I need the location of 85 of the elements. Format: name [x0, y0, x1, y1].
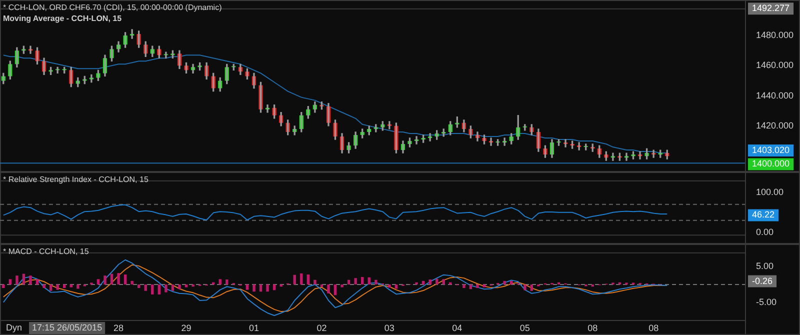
bar	[293, 274, 296, 284]
bar	[259, 284, 262, 292]
bar	[334, 284, 337, 296]
bar	[314, 280, 316, 284]
x-tick-label: 08	[588, 322, 598, 333]
y-tick-label: 1420.000	[756, 120, 794, 130]
bar	[158, 284, 161, 294]
bar	[530, 284, 534, 291]
x-tick-label: 08	[648, 322, 659, 333]
x-tick-label: 04	[452, 322, 462, 333]
bar	[306, 274, 310, 284]
chart-title: * CCH-LON, ORD CHF6.70 (CDI), 15, 00:00-00:00 (Dynamic)	[3, 2, 222, 13]
bar	[8, 279, 12, 284]
bar	[164, 284, 168, 292]
bar	[117, 273, 120, 284]
bar	[252, 284, 256, 292]
bar	[246, 284, 249, 290]
bar	[280, 284, 282, 287]
y-tick-label: 0.00	[756, 226, 774, 237]
bar	[22, 274, 26, 284]
bar	[428, 279, 432, 284]
bar	[226, 279, 228, 284]
text: 1492.277	[752, 3, 790, 14]
bar	[178, 284, 181, 290]
bar	[510, 280, 513, 284]
bar	[96, 279, 100, 284]
bar	[320, 284, 324, 287]
chart-title: * MACD - CCH-LON, 15	[3, 246, 89, 257]
text: 17:15 26/05/2015	[32, 322, 102, 332]
bar	[36, 279, 39, 284]
bar	[171, 284, 174, 291]
y-tick-label: 1480.000	[756, 30, 794, 40]
bar	[354, 278, 357, 284]
bar	[151, 284, 154, 294]
bar	[422, 280, 425, 284]
y-tick-label: 1460.000	[756, 60, 794, 70]
bar	[218, 279, 222, 284]
bar	[462, 284, 466, 288]
x-tick-label: 03	[384, 322, 394, 333]
bar	[266, 284, 269, 292]
y-tick-label: 1440.000	[756, 90, 794, 100]
bar	[62, 284, 66, 288]
bar	[469, 284, 472, 290]
bar	[503, 280, 506, 284]
bar	[184, 284, 188, 288]
bar	[347, 280, 350, 284]
bar	[482, 284, 486, 288]
text: 46.22	[752, 210, 775, 220]
bar	[16, 276, 18, 284]
bar	[29, 276, 32, 284]
bar	[137, 284, 140, 288]
bar	[300, 273, 303, 284]
bar	[2, 284, 5, 288]
text: Moving Average - CCH-LON, 15	[3, 13, 123, 24]
bar	[192, 284, 194, 287]
text: 1400.000	[752, 158, 790, 169]
x-tick-label: 01	[248, 322, 259, 333]
y-tick-label: 100.00	[756, 186, 784, 197]
bar	[124, 274, 127, 284]
bar	[56, 284, 59, 290]
chart-title: * Relative Strength Index - CCH-LON, 15	[3, 174, 148, 185]
x-tick-label: 28	[114, 322, 124, 333]
bar	[476, 284, 479, 288]
bar	[144, 284, 147, 291]
bar	[374, 280, 378, 284]
y-tick-label: -5.00	[756, 296, 777, 307]
bar	[340, 284, 344, 288]
x-tick-label: 29	[181, 322, 192, 333]
bar	[49, 284, 52, 291]
bar	[42, 284, 46, 288]
x-tick-label: 05	[520, 322, 530, 333]
text: -0.26	[752, 276, 773, 286]
bar	[360, 276, 364, 284]
bar	[388, 284, 391, 288]
bar	[130, 280, 134, 284]
x-tick-label: 02	[316, 322, 327, 333]
bar	[442, 279, 445, 284]
text: Dyn	[6, 322, 22, 332]
bar	[368, 277, 370, 284]
bar	[104, 276, 106, 284]
y-tick-label: 5.00	[756, 261, 774, 272]
bar	[110, 274, 114, 284]
text: 1403.020	[752, 144, 790, 155]
bar	[70, 284, 72, 288]
bar	[327, 284, 330, 294]
